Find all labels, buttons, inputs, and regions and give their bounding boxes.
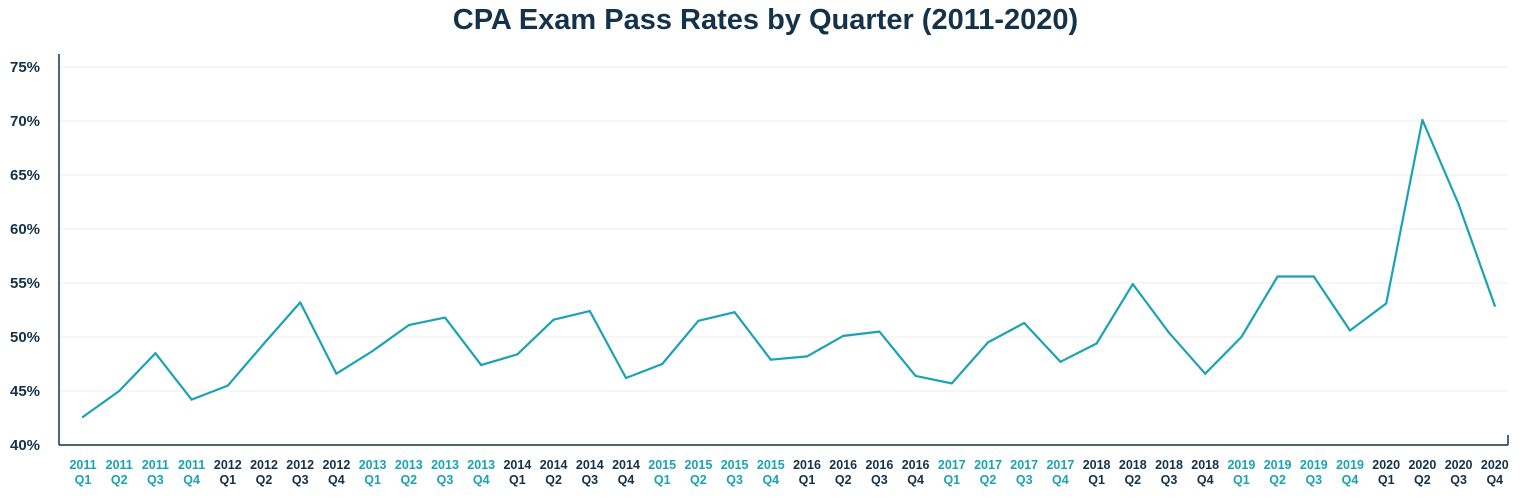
data-point xyxy=(733,311,736,314)
data-point xyxy=(516,353,519,356)
data-point xyxy=(1493,304,1496,307)
data-point xyxy=(986,341,990,344)
x-tick-label: 2019 Q3 xyxy=(1300,458,1328,487)
data-point xyxy=(1204,372,1207,375)
x-axis-ticks: 2011 Q1 2011 Q2 2011 Q3 2011 Q4 2012 Q1 2012 Q2 2012… xyxy=(69,458,1508,487)
data-point xyxy=(407,324,410,327)
data-point xyxy=(335,372,338,375)
data-point xyxy=(1457,203,1460,206)
y-tick-label: 50% xyxy=(10,329,40,346)
data-point xyxy=(697,319,700,322)
y-tick-label: 65% xyxy=(10,167,40,184)
data-point xyxy=(552,318,555,321)
data-point xyxy=(371,349,374,353)
x-tick-label: 2011 Q4 xyxy=(178,458,205,487)
y-tick-label: 60% xyxy=(10,221,40,238)
x-tick-label: 2013 Q1 xyxy=(359,458,387,487)
data-point xyxy=(1312,275,1315,278)
data-point xyxy=(262,342,266,345)
x-tick-label: 2018 Q3 xyxy=(1155,458,1183,487)
data-point xyxy=(1276,275,1279,278)
y-axis-ticks: 40% 45% 50% 55% 60% 65% 70% 75% xyxy=(10,59,40,454)
x-tick-label: 2014 Q2 xyxy=(540,458,568,487)
data-point xyxy=(950,382,953,385)
x-tick-label: 2016 Q2 xyxy=(829,458,857,487)
x-tick-label: 2014 Q3 xyxy=(576,458,604,487)
data-point xyxy=(1131,282,1134,286)
chart-title: CPA Exam Pass Rates by Quarter (2011-202… xyxy=(452,4,1079,36)
data-point xyxy=(443,316,447,319)
x-tick-label: 2020 Q3 xyxy=(1445,458,1473,487)
x-tick-label: 2017 Q1 xyxy=(938,458,966,487)
x-tick-label: 2019 Q2 xyxy=(1264,458,1292,487)
data-point xyxy=(769,358,772,361)
data-point xyxy=(1059,360,1062,363)
x-tick-label: 2017 Q2 xyxy=(974,458,1002,487)
series-layer xyxy=(81,118,1496,419)
x-tick-label: 2016 Q4 xyxy=(902,458,930,487)
x-tick-label: 2013 Q2 xyxy=(395,458,423,487)
data-point xyxy=(914,374,917,377)
data-point xyxy=(226,384,229,387)
data-point xyxy=(154,352,157,355)
data-point xyxy=(842,334,845,338)
x-tick-label: 2014 Q1 xyxy=(503,458,531,487)
x-tick-label: 2017 Q3 xyxy=(1010,458,1038,487)
x-tick-label: 2013 Q4 xyxy=(467,458,495,487)
x-tick-label: 2012 Q4 xyxy=(322,458,350,487)
data-point xyxy=(118,389,121,393)
x-tick-label: 2018 Q1 xyxy=(1083,458,1111,487)
x-tick-label: 2012 Q1 xyxy=(214,458,242,487)
data-point xyxy=(624,376,628,380)
data-point xyxy=(1167,331,1171,334)
y-tick-label: 40% xyxy=(10,437,40,454)
x-tick-label: 2015 Q2 xyxy=(684,458,712,487)
series-line xyxy=(81,118,1496,418)
axes xyxy=(58,54,1509,446)
x-tick-label: 2020 Q1 xyxy=(1372,458,1400,487)
x-tick-label: 2014 Q4 xyxy=(612,458,640,487)
x-tick-label: 2020 Q4 xyxy=(1481,458,1509,487)
y-tick-label: 70% xyxy=(10,113,40,130)
data-point xyxy=(1023,321,1026,325)
x-tick-label: 2015 Q4 xyxy=(757,458,785,487)
x-tick-label: 2018 Q4 xyxy=(1191,458,1219,487)
data-point xyxy=(1348,329,1352,332)
data-point xyxy=(1385,302,1388,305)
x-tick-label: 2012 Q2 xyxy=(250,458,278,487)
data-point xyxy=(299,301,302,304)
data-point xyxy=(588,309,591,313)
gridlines xyxy=(59,66,1508,392)
x-tick-label: 2013 Q3 xyxy=(431,458,459,487)
x-tick-label: 2011 Q2 xyxy=(106,458,133,487)
x-tick-label: 2015 Q1 xyxy=(648,458,676,487)
x-tick-label: 2019 Q4 xyxy=(1336,458,1364,487)
x-tick-label: 2017 Q4 xyxy=(1046,458,1074,487)
x-tick-label: 2011 Q1 xyxy=(69,458,96,487)
y-tick-label: 45% xyxy=(10,383,40,400)
data-point xyxy=(1095,342,1098,345)
data-point xyxy=(1421,118,1424,122)
data-point xyxy=(190,398,193,401)
y-tick-label: 75% xyxy=(10,59,40,76)
data-point xyxy=(1240,335,1243,339)
x-tick-label: 2016 Q3 xyxy=(865,458,893,487)
x-tick-label: 2018 Q2 xyxy=(1119,458,1147,487)
x-tick-label: 2012 Q3 xyxy=(286,458,314,487)
x-tick-label: 2015 Q3 xyxy=(721,458,749,487)
data-point xyxy=(805,355,809,358)
data-point xyxy=(878,330,881,333)
data-point xyxy=(661,362,664,366)
x-tick-label: 2011 Q3 xyxy=(142,458,169,487)
data-point xyxy=(81,415,85,419)
x-tick-label: 2019 Q1 xyxy=(1227,458,1255,487)
x-tick-label: 2020 Q2 xyxy=(1408,458,1436,487)
data-point xyxy=(480,363,483,367)
x-tick-label: 2016 Q1 xyxy=(793,458,821,487)
y-tick-label: 55% xyxy=(10,275,40,292)
